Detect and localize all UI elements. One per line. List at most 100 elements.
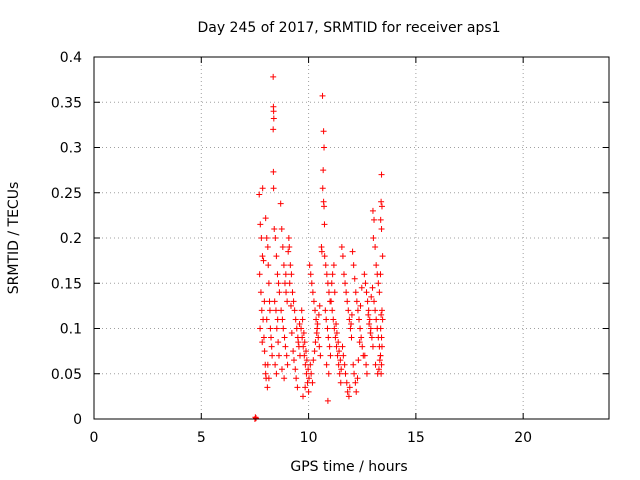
data-point [281,375,288,382]
data-point [278,307,285,314]
data-point [270,73,277,80]
data-point [377,216,384,223]
data-point [376,357,383,364]
data-point [355,357,362,364]
data-point [311,348,318,355]
data-point [282,343,289,350]
data-point [292,316,299,323]
data-point [263,316,270,323]
x-tick-label: 20 [514,430,532,446]
data-point [331,325,338,332]
data-point [293,375,300,382]
y-tick-label: 0.15 [51,276,82,292]
data-point [273,325,280,332]
data-point [328,298,335,305]
data-point [378,361,385,368]
data-point [336,348,343,355]
data-point [305,366,312,373]
data-point [329,271,336,278]
data-point [326,343,333,350]
data-point [271,298,278,305]
data-point [284,298,291,305]
data-point [315,311,322,318]
data-point [332,334,339,341]
data-point [307,271,314,278]
data-point [274,271,281,278]
data-point [267,325,274,332]
data-point [335,361,342,368]
data-point [300,393,307,400]
data-point [325,289,332,296]
data-point [261,298,268,305]
data-point [350,262,357,269]
data-point [275,352,282,359]
y-tick-label: 0.35 [51,95,82,111]
data-point [279,244,286,251]
x-tick-label: 15 [407,430,425,446]
data-point [259,253,266,260]
data-point [316,343,323,350]
data-point [373,316,380,323]
data-point [259,185,266,192]
data-point [284,361,291,368]
data-point [312,307,319,314]
data-point [312,339,319,346]
data-point [287,262,294,269]
data-point [339,343,346,350]
x-tick-label: 5 [197,430,206,446]
data-point [272,361,279,368]
data-point [333,320,340,327]
data-point [321,144,328,151]
data-point [366,320,373,327]
data-point [376,289,383,296]
data-point [345,393,352,400]
data-point [270,185,277,192]
data-point [361,352,368,359]
data-point [270,108,277,115]
data-point [354,307,361,314]
data-point [269,352,276,359]
data-point [278,225,285,232]
data-point [277,200,284,207]
data-point [260,257,267,264]
data-point [290,357,297,364]
data-point [331,289,338,296]
data-point [373,262,380,269]
data-point [321,221,328,228]
data-point [257,221,264,228]
data-point [258,307,265,314]
data-point [337,379,344,386]
data-point [351,275,358,282]
data-point [371,298,378,305]
axis-ticks [93,56,609,420]
data-point [378,171,385,178]
data-point [273,370,280,377]
data-point [335,339,342,346]
data-point [289,289,296,296]
data-point [256,191,263,198]
data-point [354,375,361,382]
data-point [348,320,355,327]
data-point [265,262,272,269]
y-tick-label: 0.25 [51,186,82,202]
data-point [264,361,271,368]
data-point [302,384,309,391]
data-point [276,289,283,296]
data-point [349,248,356,255]
y-tick-label: 0.2 [60,231,82,247]
data-point [329,307,336,314]
data-point [266,307,273,314]
data-point [353,298,360,305]
data-point [270,126,277,133]
data-point [361,271,368,278]
data-point [288,330,295,337]
data-point [346,384,353,391]
data-point [264,384,271,391]
data-point [314,320,321,327]
data-point [256,271,263,278]
data-point [359,343,366,350]
data-point [275,339,282,346]
data-point [287,302,294,309]
data-point [372,244,379,251]
data-point [266,298,273,305]
